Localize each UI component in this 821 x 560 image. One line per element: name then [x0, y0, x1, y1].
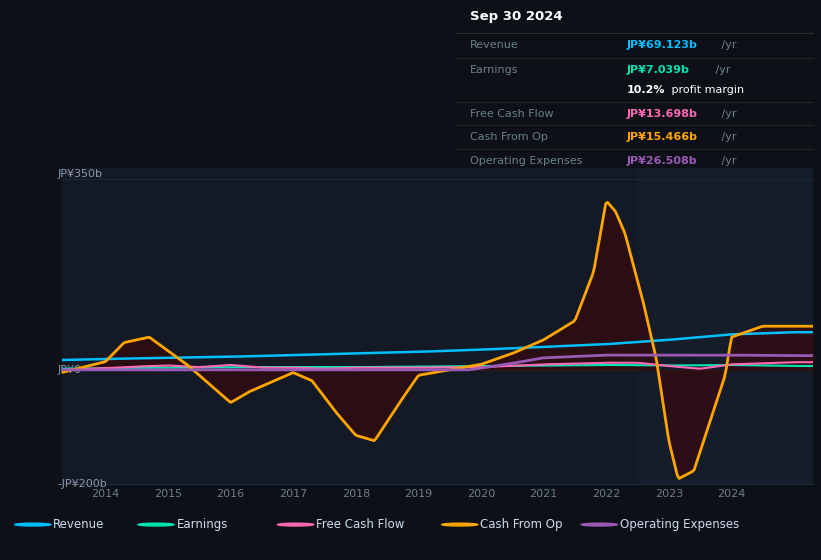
Text: 10.2%: 10.2% — [627, 85, 666, 95]
Text: JP¥350b: JP¥350b — [57, 169, 103, 179]
Text: Cash From Op: Cash From Op — [470, 132, 548, 142]
Text: Free Cash Flow: Free Cash Flow — [470, 109, 553, 119]
Text: /yr: /yr — [712, 65, 730, 75]
Text: Revenue: Revenue — [53, 518, 105, 531]
Circle shape — [442, 523, 478, 526]
Text: JP¥0: JP¥0 — [57, 365, 82, 375]
Text: Sep 30 2024: Sep 30 2024 — [470, 10, 562, 22]
Text: Earnings: Earnings — [470, 65, 518, 75]
Text: /yr: /yr — [718, 40, 736, 50]
Text: profit margin: profit margin — [668, 85, 745, 95]
Circle shape — [15, 523, 51, 526]
Text: JP¥7.039b: JP¥7.039b — [627, 65, 690, 75]
Circle shape — [138, 523, 174, 526]
Text: Operating Expenses: Operating Expenses — [470, 156, 582, 166]
Bar — [638, 168, 813, 484]
Text: Cash From Op: Cash From Op — [480, 518, 562, 531]
Text: /yr: /yr — [718, 156, 736, 166]
Text: Operating Expenses: Operating Expenses — [620, 518, 739, 531]
Text: JP¥13.698b: JP¥13.698b — [627, 109, 698, 119]
Text: -JP¥200b: -JP¥200b — [57, 479, 108, 489]
Text: JP¥69.123b: JP¥69.123b — [627, 40, 698, 50]
Text: Earnings: Earnings — [177, 518, 228, 531]
Text: Free Cash Flow: Free Cash Flow — [316, 518, 405, 531]
Text: JP¥26.508b: JP¥26.508b — [627, 156, 698, 166]
Text: /yr: /yr — [718, 109, 736, 119]
Circle shape — [277, 523, 314, 526]
Circle shape — [581, 523, 617, 526]
Text: Revenue: Revenue — [470, 40, 519, 50]
Text: JP¥15.466b: JP¥15.466b — [627, 132, 698, 142]
Text: /yr: /yr — [718, 132, 736, 142]
